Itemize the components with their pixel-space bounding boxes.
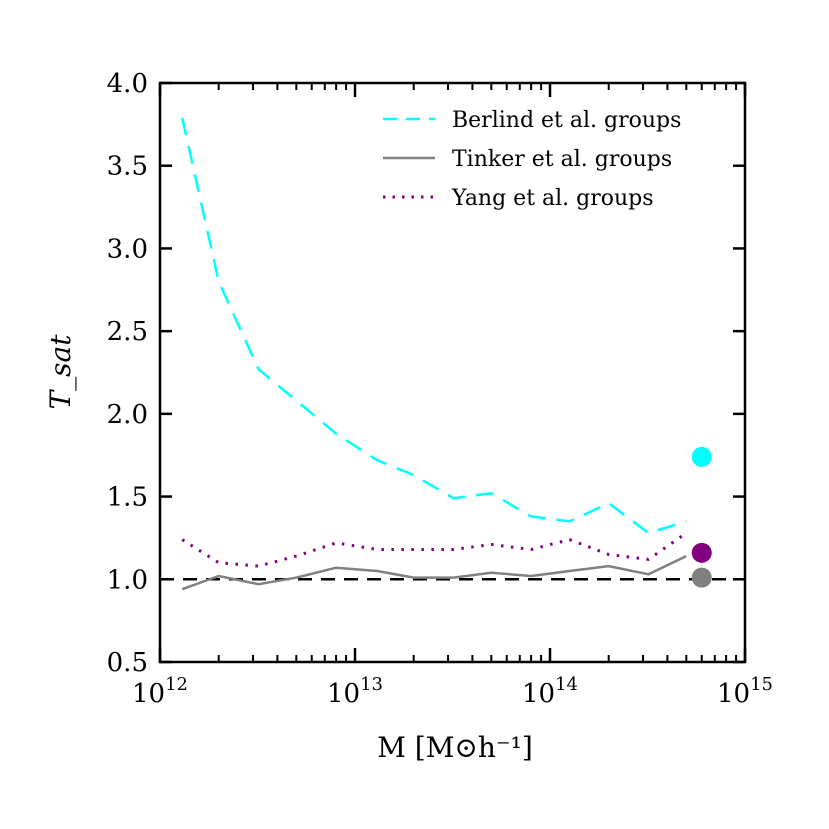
point-tinker [691,567,712,588]
legend-entry-tinker: Tinker et al. groups [383,147,672,172]
x-tick-label: 1015 [717,674,773,709]
plot-frame [158,81,747,664]
y-tick-label: 2.0 [107,400,148,430]
y-axis-label: T_sat [44,334,77,410]
y-tick-label: 1.0 [107,565,148,595]
series-line-berlind [180,117,687,535]
point-berlind [691,446,712,467]
legend: Berlind et al. groups Tinker et al. grou… [383,108,681,211]
y-tick-label: 4.0 [107,69,148,99]
x-tick-label: 1013 [327,674,383,709]
point-yang [691,542,712,563]
legend-label-yang: Yang et al. groups [451,186,654,211]
legend-label-berlind: Berlind et al. groups [452,108,681,133]
x-tick-label: 1012 [132,674,188,709]
y-tick-label: 3.5 [107,152,148,182]
y-tick-label: 3.0 [107,234,148,264]
y-tick-label: 1.5 [107,483,148,513]
y-tick-labels: 0.5 1.0 1.5 2.0 2.5 3.0 3.5 4.0 [107,69,148,678]
x-tick-labels: 1012 1013 1014 1015 [132,674,773,709]
y-tick-label: 0.5 [107,648,148,678]
series-line-yang [181,531,688,568]
plot-data [160,117,745,591]
legend-entry-yang: Yang et al. groups [383,186,654,211]
y-tick-label: 2.5 [107,317,148,347]
legend-label-tinker: Tinker et al. groups [452,147,672,172]
x-axis-label: M [M⊙h⁻¹] [377,731,533,764]
legend-entry-berlind: Berlind et al. groups [383,108,681,133]
x-tick-label: 1014 [522,674,578,709]
series-line-tinker [181,554,687,591]
